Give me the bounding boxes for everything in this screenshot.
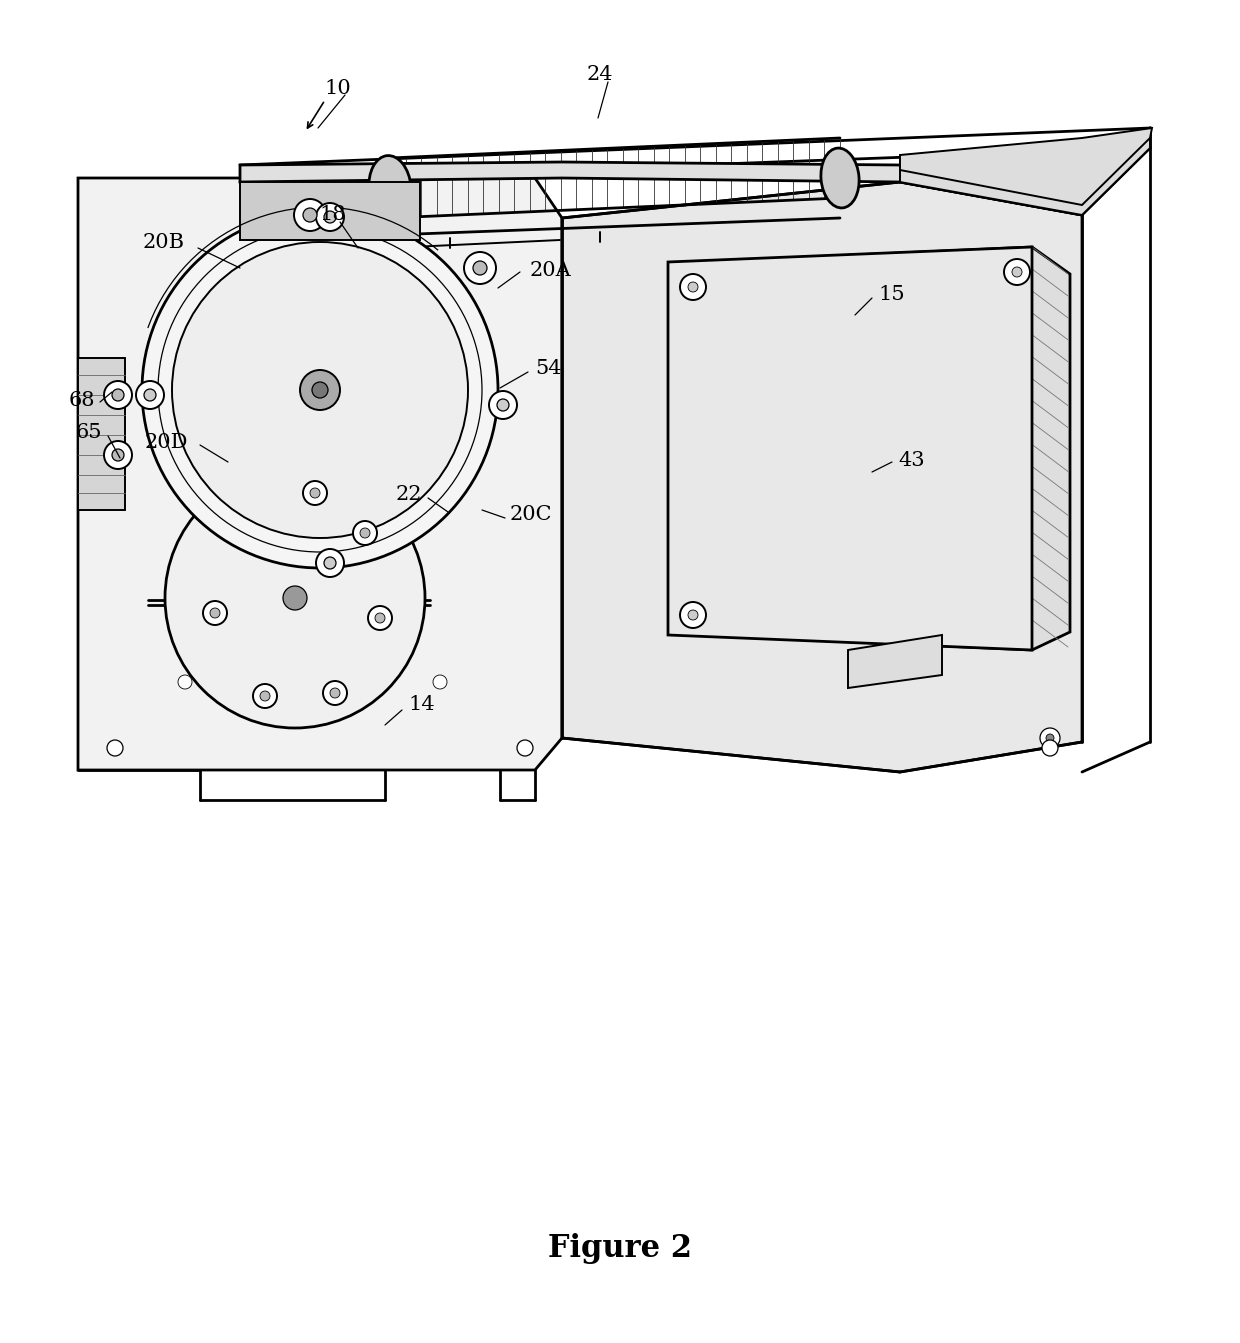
Text: 20D: 20D <box>145 432 188 451</box>
Ellipse shape <box>821 148 859 208</box>
Circle shape <box>143 212 498 568</box>
Text: 14: 14 <box>408 696 435 714</box>
Circle shape <box>294 199 326 231</box>
Circle shape <box>310 488 320 498</box>
Circle shape <box>104 381 131 410</box>
Text: 15: 15 <box>878 286 905 305</box>
Circle shape <box>303 208 317 222</box>
Circle shape <box>489 391 517 419</box>
Circle shape <box>165 467 425 728</box>
Polygon shape <box>562 183 1083 772</box>
Text: 24: 24 <box>587 66 614 85</box>
Circle shape <box>1047 735 1054 741</box>
Circle shape <box>322 681 347 705</box>
Circle shape <box>107 740 123 756</box>
Circle shape <box>374 612 384 623</box>
Polygon shape <box>78 359 125 510</box>
Circle shape <box>1042 740 1058 756</box>
Text: 65: 65 <box>76 423 102 442</box>
Ellipse shape <box>368 156 412 220</box>
Circle shape <box>144 389 156 402</box>
Circle shape <box>1004 259 1030 285</box>
Circle shape <box>253 684 277 708</box>
Circle shape <box>210 608 219 618</box>
Circle shape <box>433 676 446 689</box>
Circle shape <box>497 399 508 411</box>
Polygon shape <box>241 128 1149 215</box>
Circle shape <box>680 274 706 299</box>
Circle shape <box>368 606 392 630</box>
Circle shape <box>472 261 487 275</box>
Circle shape <box>300 371 340 410</box>
Text: 22: 22 <box>396 486 422 505</box>
Polygon shape <box>668 247 1032 650</box>
Text: 18: 18 <box>320 205 346 224</box>
Polygon shape <box>900 128 1149 215</box>
Circle shape <box>330 688 340 698</box>
Polygon shape <box>78 179 562 770</box>
Text: 20A: 20A <box>529 261 572 279</box>
Circle shape <box>312 381 329 398</box>
Circle shape <box>324 557 336 569</box>
Circle shape <box>353 521 377 545</box>
Text: 68: 68 <box>68 391 95 410</box>
Text: 43: 43 <box>898 450 925 470</box>
Polygon shape <box>241 183 420 240</box>
Circle shape <box>1012 267 1022 277</box>
Circle shape <box>172 242 467 539</box>
Text: Figure 2: Figure 2 <box>548 1233 692 1264</box>
Polygon shape <box>848 635 942 688</box>
Circle shape <box>112 449 124 461</box>
Circle shape <box>203 602 227 624</box>
Circle shape <box>688 610 698 620</box>
Polygon shape <box>900 128 1152 205</box>
Circle shape <box>260 692 270 701</box>
Text: 54: 54 <box>534 359 562 377</box>
Circle shape <box>136 381 164 410</box>
Circle shape <box>324 211 336 223</box>
Circle shape <box>517 740 533 756</box>
Circle shape <box>179 676 192 689</box>
Text: 20C: 20C <box>510 505 553 525</box>
Circle shape <box>680 602 706 629</box>
Circle shape <box>464 252 496 283</box>
Circle shape <box>283 586 308 610</box>
Circle shape <box>316 203 343 231</box>
Circle shape <box>112 389 124 402</box>
Polygon shape <box>698 247 1070 650</box>
Circle shape <box>360 528 370 539</box>
Circle shape <box>688 282 698 291</box>
Text: 20B: 20B <box>143 232 185 251</box>
Circle shape <box>316 549 343 577</box>
Circle shape <box>104 441 131 469</box>
Text: 10: 10 <box>325 78 351 98</box>
Circle shape <box>1040 728 1060 748</box>
Circle shape <box>303 481 327 505</box>
